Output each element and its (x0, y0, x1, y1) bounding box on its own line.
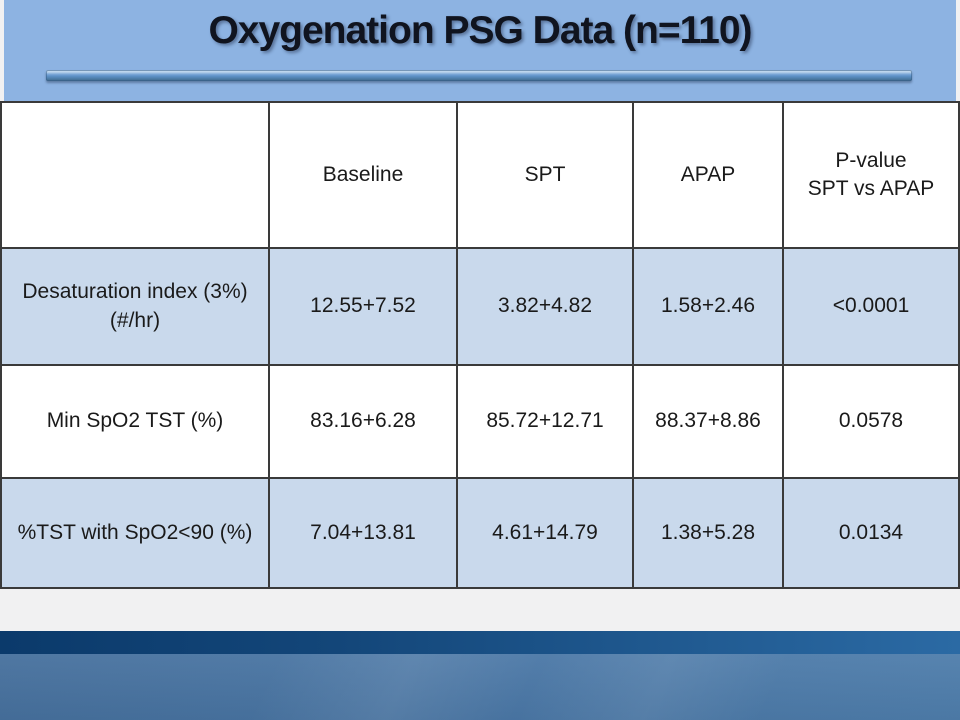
row-label-line1: Desaturation index (3%) (22, 280, 248, 304)
cell-spt: 85.72+12.71 (456, 364, 634, 479)
cell-pvalue: <0.0001 (782, 247, 960, 366)
row-label: %TST with SpO2<90 (%) (0, 477, 270, 589)
psg-data-table: Baseline SPT APAP P-value SPT vs APAP De… (0, 101, 960, 589)
table-row-min-spo2: Min SpO2 TST (%) 83.16+6.28 85.72+12.71 … (0, 364, 960, 479)
cell-spt: 3.82+4.82 (456, 247, 634, 366)
slide-title: Oxygenation PSG Data (n=110) (208, 9, 752, 52)
cell-spt: 4.61+14.79 (456, 477, 634, 589)
row-label: Desaturation index (3%) (#/hr) (0, 247, 270, 366)
cell-baseline: 83.16+6.28 (268, 364, 458, 479)
title-banner: Oxygenation PSG Data (n=110) (4, 0, 956, 101)
header-pvalue-line1: P-value (835, 148, 907, 172)
table-header-row: Baseline SPT APAP P-value SPT vs APAP (0, 101, 960, 249)
header-pvalue: P-value SPT vs APAP (782, 101, 960, 249)
cell-baseline: 12.55+7.52 (268, 247, 458, 366)
cell-pvalue: 0.0134 (782, 477, 960, 589)
row-label: Min SpO2 TST (%) (0, 364, 270, 479)
table-row-tst-spo2-below-90: %TST with SpO2<90 (%) 7.04+13.81 4.61+14… (0, 477, 960, 589)
header-baseline: Baseline (268, 101, 458, 249)
footer-dark-band (0, 631, 960, 654)
cell-apap: 88.37+8.86 (632, 364, 784, 479)
header-apap: APAP (632, 101, 784, 249)
cell-apap: 1.58+2.46 (632, 247, 784, 366)
cell-baseline: 7.04+13.81 (268, 477, 458, 589)
header-pvalue-line2: SPT vs APAP (807, 177, 935, 200)
header-spt: SPT (456, 101, 634, 249)
title-divider-bar (46, 70, 912, 81)
cell-pvalue: 0.0578 (782, 364, 960, 479)
table-row-desaturation-index: Desaturation index (3%) (#/hr) 12.55+7.5… (0, 247, 960, 366)
footer-light-band (0, 654, 960, 720)
cell-apap: 1.38+5.28 (632, 477, 784, 589)
header-empty-cell (0, 101, 270, 249)
row-label-line2: (#/hr) (109, 308, 161, 332)
